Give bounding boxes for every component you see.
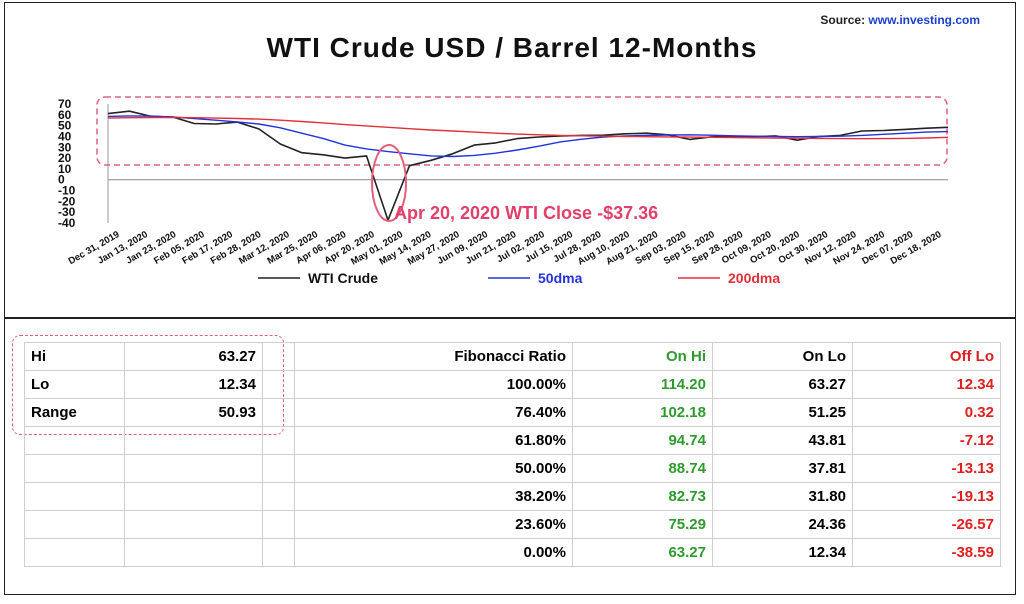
table-row: 38.20% 82.73 31.80 -19.13 [24,482,1001,511]
header-off-lo: Off Lo [852,342,1001,371]
fib-ratio-cell: 100.00% [294,370,573,399]
on-hi-cell: 94.74 [572,426,713,455]
fib-ratio-cell: 23.60% [294,510,573,539]
off-lo-cell: -7.12 [852,426,1001,455]
on-hi-cell: 82.73 [572,482,713,511]
source-credit: Source: www.investing.com [820,13,980,27]
series-line-200dma [107,116,949,140]
y-tick-label: 60 [58,108,72,122]
table-row: Range 50.93 76.40% 102.18 51.25 0.32 [24,398,1001,427]
y-tick-label: 10 [58,162,72,176]
outer-frame [4,2,1016,595]
on-lo-cell: 24.36 [712,510,853,539]
y-tick-label: -10 [58,184,76,198]
on-hi-cell: 102.18 [572,398,713,427]
spacer-cell [262,342,295,371]
summary-label [24,538,125,567]
y-tick-label: 40 [58,129,72,143]
summary-value [124,454,263,483]
spacer-cell [262,454,295,483]
table-row: Lo 12.34 100.00% 114.20 63.27 12.34 [24,370,1001,399]
y-tick-label: -40 [58,216,76,230]
spacer-cell [262,398,295,427]
off-lo-cell: -13.13 [852,454,1001,483]
legend-label: WTI Crude [308,270,378,286]
header-fibonacci-ratio: Fibonacci Ratio [294,342,573,371]
summary-label: Lo [24,370,125,399]
summary-value: 12.34 [124,370,263,399]
summary-value [124,510,263,539]
spike-highlight-ellipse [371,144,407,222]
summary-label: Hi [24,342,125,371]
y-tick-label: 20 [58,151,72,165]
summary-value [124,426,263,455]
off-lo-cell: -19.13 [852,482,1001,511]
on-lo-cell: 12.34 [712,538,853,567]
summary-label [24,426,125,455]
y-tick-label: -20 [58,194,76,208]
y-tick-label: 70 [58,97,72,111]
header-on-hi: On Hi [572,342,713,371]
spike-annotation: Apr 20, 2020 WTI Close -$37.36 [394,203,658,223]
legend-label: 200dma [728,270,780,286]
legend-label: 50dma [538,270,583,286]
on-lo-cell: 43.81 [712,426,853,455]
off-lo-cell: -38.59 [852,538,1001,567]
section-divider [4,317,1016,319]
on-hi-cell: 114.20 [572,370,713,399]
y-tick-label: 30 [58,140,72,154]
ma-highlight-box [96,96,948,166]
on-lo-cell: 37.81 [712,454,853,483]
on-lo-cell: 63.27 [712,370,853,399]
header-on-lo: On Lo [712,342,853,371]
fib-ratio-cell: 76.40% [294,398,573,427]
spacer-cell [262,538,295,567]
summary-label: Range [24,398,125,427]
summary-value: 50.93 [124,398,263,427]
off-lo-cell: 0.32 [852,398,1001,427]
summary-label [24,454,125,483]
y-tick-label: 0 [58,173,65,187]
on-lo-cell: 51.25 [712,398,853,427]
summary-value: 63.27 [124,342,263,371]
fib-ratio-cell: 0.00% [294,538,573,567]
on-lo-cell: 31.80 [712,482,853,511]
spacer-cell [262,510,295,539]
fib-ratio-cell: 38.20% [294,482,573,511]
chart-title: WTI Crude USD / Barrel 12-Months [266,32,758,63]
y-tick-label: 50 [58,119,72,133]
table-row: 50.00% 88.74 37.81 -13.13 [24,454,1001,483]
off-lo-cell: 12.34 [852,370,1001,399]
fib-ratio-cell: 50.00% [294,454,573,483]
table-row: 61.80% 94.74 43.81 -7.12 [24,426,1001,455]
summary-label [24,482,125,511]
source-link[interactable]: www.investing.com [868,13,980,27]
off-lo-cell: -26.57 [852,510,1001,539]
table-row: 0.00% 63.27 12.34 -38.59 [24,538,1001,567]
table-header-row: Hi 63.27 Fibonacci Ratio On Hi On Lo Off Lo [24,342,1001,371]
on-hi-cell: 63.27 [572,538,713,567]
spacer-cell [262,426,295,455]
spacer-cell [262,482,295,511]
source-label: Source: [820,13,866,27]
on-hi-cell: 88.74 [572,454,713,483]
spacer-cell [262,370,295,399]
summary-value [124,538,263,567]
fib-ratio-cell: 61.80% [294,426,573,455]
series-line-50dma [107,115,949,158]
fibonacci-table: Hi 63.27 Fibonacci Ratio On Hi On Lo Off Lo Lo… [24,342,1001,567]
table-row: 23.60% 75.29 24.36 -26.57 [24,510,1001,539]
y-tick-label: -30 [58,205,76,219]
on-hi-cell: 75.29 [572,510,713,539]
summary-value [124,482,263,511]
summary-label [24,510,125,539]
